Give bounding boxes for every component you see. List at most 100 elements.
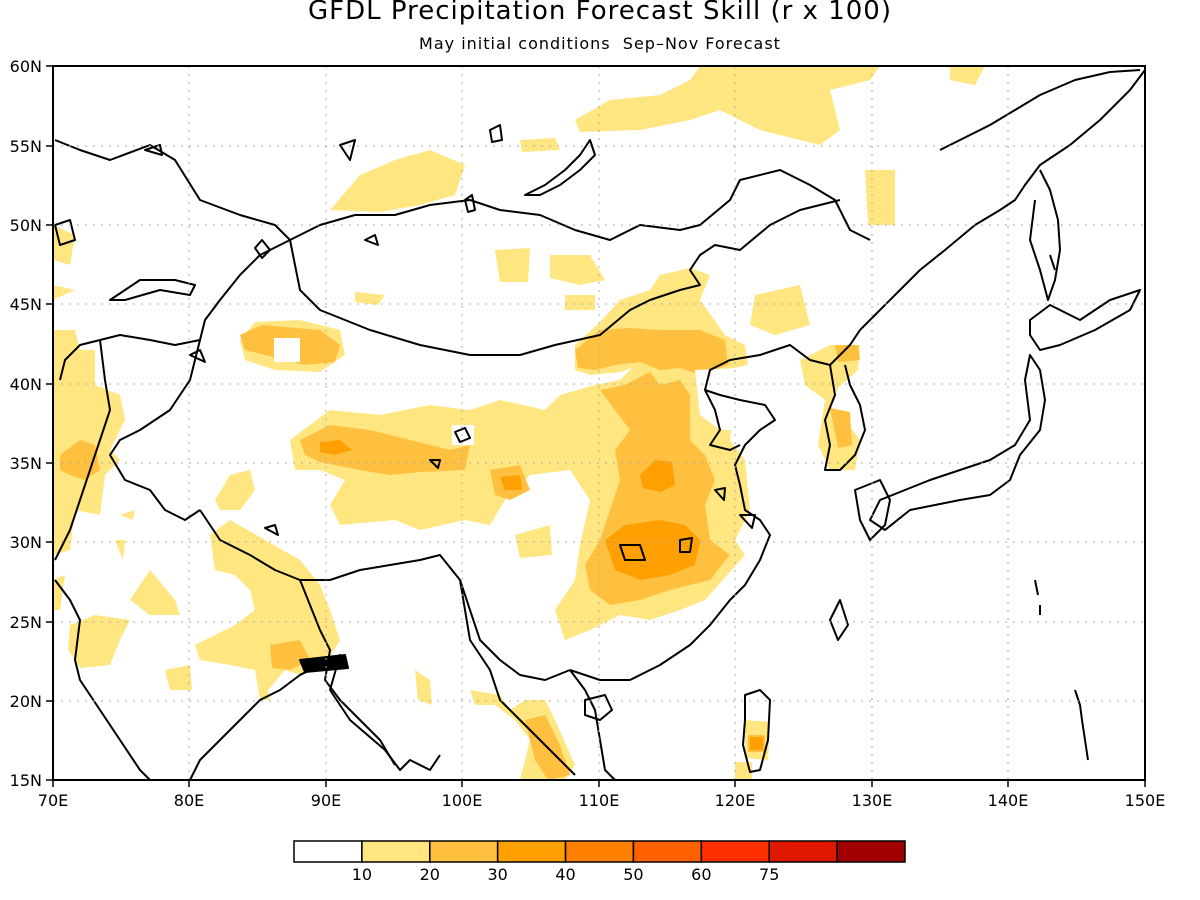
colorbar: 10 20 30 40 50 60 75 bbox=[293, 840, 906, 884]
coast-hokkaido bbox=[1029, 289, 1141, 351]
shade-sw-1 bbox=[115, 540, 125, 560]
colorbar-label: 10 bbox=[352, 865, 372, 884]
x-tick-label: 140E bbox=[988, 791, 1029, 810]
y-tick-label: 50N bbox=[10, 216, 42, 235]
x-axis bbox=[52, 780, 1146, 787]
border-indochina bbox=[459, 579, 576, 776]
coast-kyushu bbox=[854, 479, 891, 541]
shade-korea-2 bbox=[830, 408, 852, 448]
coast-vietnam bbox=[569, 669, 616, 780]
y-tick-label: 40N bbox=[10, 375, 42, 394]
colorbar-swatch bbox=[361, 840, 431, 863]
lake-6 bbox=[339, 139, 356, 161]
map-subtitle: May initial conditions Sep–Nov Forecast bbox=[419, 34, 781, 53]
colorbar-label: 60 bbox=[691, 865, 711, 884]
border-india-west bbox=[54, 579, 151, 780]
coast-honshu bbox=[869, 354, 1046, 531]
lake-14 bbox=[429, 459, 441, 469]
border-west-china bbox=[109, 339, 201, 521]
border-himalaya bbox=[199, 509, 571, 681]
lake-4 bbox=[489, 124, 503, 143]
shade-mongolia-4 bbox=[865, 170, 895, 225]
border-india-pak bbox=[54, 339, 111, 561]
lake-10 bbox=[679, 537, 693, 553]
lake-12 bbox=[739, 514, 756, 529]
lake-baikal bbox=[524, 139, 596, 196]
coast-korea bbox=[824, 364, 866, 471]
coast-aral bbox=[54, 219, 76, 246]
coast-china-east bbox=[569, 329, 861, 681]
colorbar-swatch bbox=[564, 840, 635, 863]
colorbar-label: 30 bbox=[487, 865, 507, 884]
x-tick-label: 100E bbox=[442, 791, 483, 810]
y-tick-label: 55N bbox=[10, 137, 42, 156]
coast-russia-north bbox=[939, 69, 1141, 151]
shade-india-1 bbox=[68, 615, 130, 668]
y-tick-label: 60N bbox=[10, 57, 42, 76]
lake-11 bbox=[714, 487, 726, 501]
colorbar-label: 50 bbox=[623, 865, 643, 884]
x-tick-label: 150E bbox=[1125, 791, 1166, 810]
shade-kashmir bbox=[53, 330, 125, 555]
shade-mongolia-1 bbox=[550, 255, 605, 285]
y-tick-label: 35N bbox=[10, 454, 42, 473]
shade-north-cn-2 bbox=[575, 328, 728, 375]
map-title: GFDL Precipitation Forecast Skill (r x 1… bbox=[308, 0, 892, 26]
coast-bay-bengal bbox=[299, 654, 441, 771]
border-kazakh bbox=[54, 139, 291, 241]
colorbar-label: 75 bbox=[759, 865, 779, 884]
y-axis bbox=[46, 65, 53, 781]
y-tick-label: 25N bbox=[10, 613, 42, 632]
lake-balkhash bbox=[109, 279, 196, 301]
lake-1 bbox=[254, 239, 271, 259]
shade-hunan bbox=[605, 520, 700, 580]
coast-russia-pacific bbox=[859, 69, 1145, 331]
lake-9 bbox=[619, 544, 646, 561]
x-tick-label: 120E bbox=[715, 791, 756, 810]
gridlines bbox=[53, 66, 1145, 780]
shade-india-5 bbox=[53, 575, 65, 610]
x-tick-label: 70E bbox=[38, 791, 68, 810]
colorbar-swatch bbox=[836, 840, 906, 863]
border-mongolia-north bbox=[289, 169, 871, 241]
shade-himalaya bbox=[195, 520, 340, 700]
shade-west-tibet bbox=[215, 470, 255, 510]
y-tick-label: 20N bbox=[10, 692, 42, 711]
lake-7 bbox=[189, 349, 206, 363]
colorbar-swatch bbox=[429, 840, 499, 863]
shade-india-6 bbox=[120, 510, 135, 520]
x-tick-label: 90E bbox=[311, 791, 341, 810]
border-india-east bbox=[189, 664, 321, 780]
y-tick-label: 30N bbox=[10, 533, 42, 552]
shade-siberia-2 bbox=[950, 66, 985, 85]
skill-shading bbox=[53, 66, 985, 780]
islands-kuril bbox=[1074, 689, 1089, 761]
shade-taiwan-4 bbox=[750, 737, 763, 750]
shade-mongolia-6 bbox=[355, 292, 385, 305]
coast-luzon bbox=[829, 599, 849, 641]
colorbar-swatch bbox=[700, 840, 770, 863]
shade-siberia-1 bbox=[575, 66, 880, 145]
coast-hainan bbox=[584, 694, 613, 721]
colorbar-swatch bbox=[768, 840, 838, 863]
coast-shandong bbox=[704, 389, 741, 451]
shade-mongolia-5 bbox=[565, 295, 595, 310]
shade-india-3 bbox=[165, 665, 192, 690]
shade-sichuan-3 bbox=[500, 475, 522, 490]
lake-13 bbox=[264, 524, 279, 536]
x-tick-label: 80E bbox=[174, 791, 204, 810]
colorbar-swatch bbox=[496, 840, 567, 863]
colorbar-label: 20 bbox=[420, 865, 440, 884]
lake-8 bbox=[454, 427, 471, 443]
shade-india-4 bbox=[415, 670, 432, 705]
y-tick-label: 15N bbox=[10, 771, 42, 790]
y-tick-label: 45N bbox=[10, 295, 42, 314]
x-tick-label: 110E bbox=[579, 791, 620, 810]
bengal-delta bbox=[299, 654, 349, 673]
lake-5 bbox=[144, 144, 163, 156]
shade-russia-coast bbox=[835, 345, 860, 362]
islands-sundry bbox=[1034, 254, 1056, 615]
coastlines bbox=[54, 69, 1145, 780]
shade-siberia-3 bbox=[330, 150, 465, 212]
